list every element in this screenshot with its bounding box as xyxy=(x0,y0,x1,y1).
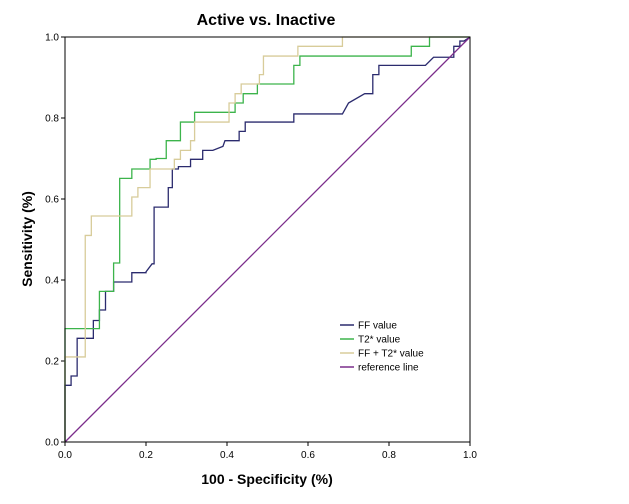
x-tick-label: 0.2 xyxy=(139,450,153,461)
legend: FF value T2* value FF + T2* value reference… xyxy=(340,321,424,374)
y-tick-label: 0.2 xyxy=(45,357,59,368)
legend-label-reference-line: reference line xyxy=(358,363,419,374)
legend-label-ff-value: FF value xyxy=(358,321,397,332)
series-line-t2-value xyxy=(64,36,470,442)
x-axis-label: 100 - Specificity (%) xyxy=(201,471,333,487)
y-tick-label: 0.8 xyxy=(45,114,59,125)
x-tick-label: 0.0 xyxy=(58,450,72,461)
x-tick-label: 1.0 xyxy=(463,450,477,461)
y-tick-label: 1.0 xyxy=(45,33,59,44)
legend-label-ff-t2-value: FF + T2* value xyxy=(358,349,424,360)
x-tick-label: 0.6 xyxy=(301,450,315,461)
chart-title: Active vs. Inactive xyxy=(197,12,336,29)
plot-frame xyxy=(64,36,471,443)
y-tick-label: 0.6 xyxy=(45,195,59,206)
x-tick-label: 0.8 xyxy=(382,450,396,461)
y-axis-label: Sensitivity (%) xyxy=(19,191,35,287)
y-tick-label: 0.0 xyxy=(45,438,59,449)
series-line-ff-t2-value xyxy=(64,36,470,442)
series-line-reference-line xyxy=(64,36,471,443)
y-tick-label: 0.4 xyxy=(45,276,59,287)
x-tick-label: 0.4 xyxy=(220,450,234,461)
legend-label-t2-value: T2* value xyxy=(358,335,401,346)
